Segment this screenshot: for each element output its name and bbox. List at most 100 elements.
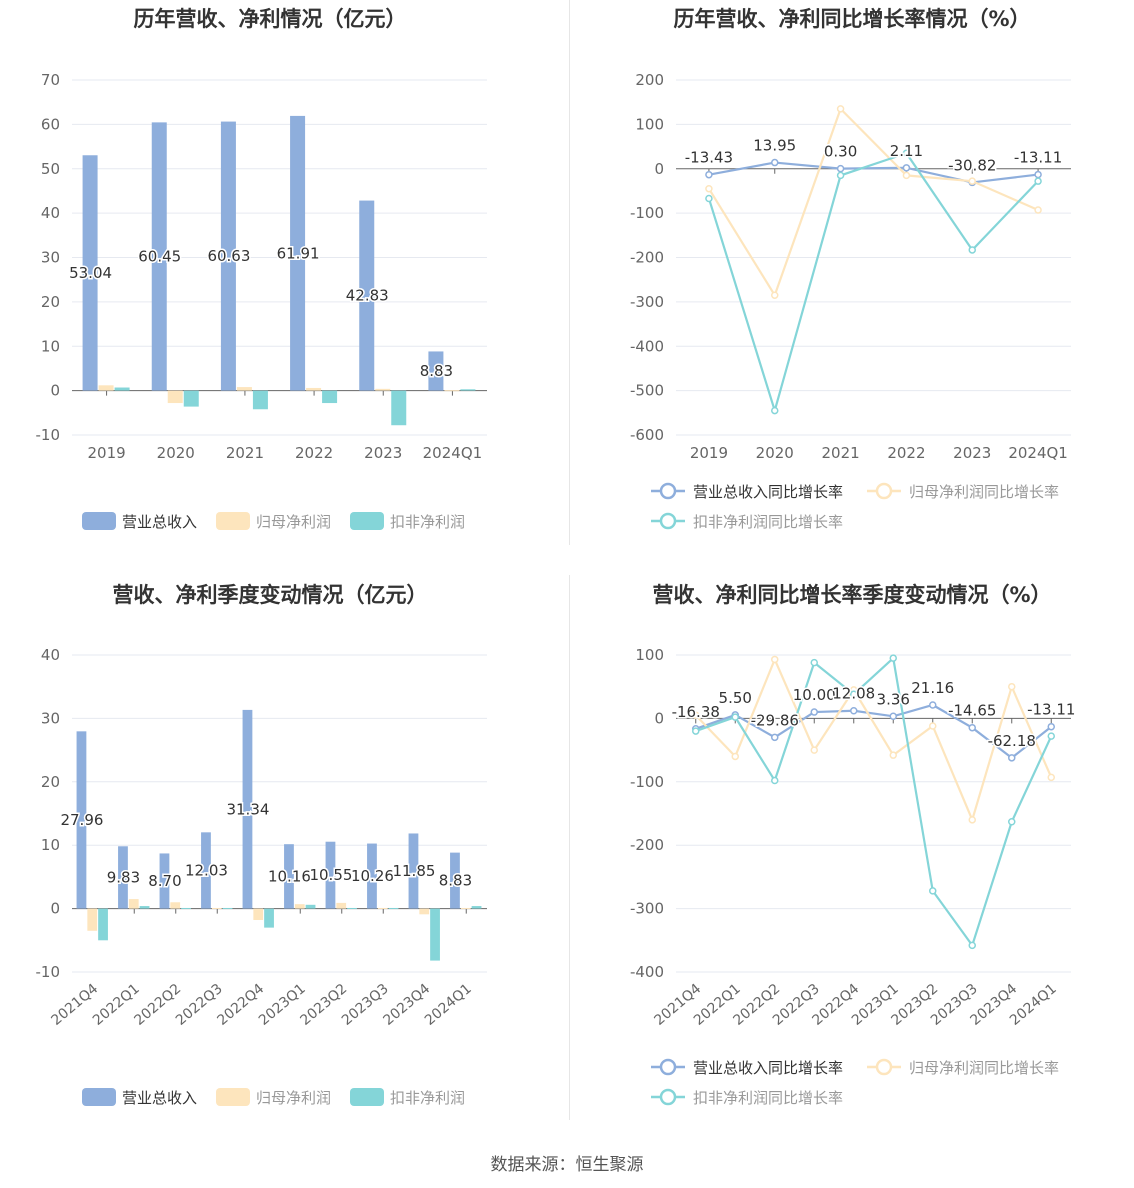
y-tick-label: -600 bbox=[630, 426, 664, 444]
legend-swatch bbox=[350, 512, 384, 530]
data-point bbox=[705, 184, 713, 193]
bar-revenue bbox=[290, 115, 306, 391]
bar-deducted-profit bbox=[264, 908, 274, 928]
data-point bbox=[692, 727, 700, 735]
data-label: 61.91 bbox=[277, 244, 320, 262]
bar-revenue bbox=[118, 846, 128, 909]
legend-swatch bbox=[350, 1088, 384, 1106]
data-point bbox=[889, 751, 897, 759]
y-tick-label: 10 bbox=[41, 836, 60, 854]
y-tick-label: -200 bbox=[630, 836, 664, 854]
data-point bbox=[889, 654, 897, 662]
bar-net-profit bbox=[87, 908, 98, 931]
data-point bbox=[929, 887, 937, 895]
bar-deducted-profit bbox=[222, 907, 233, 909]
data-label: 2.11 bbox=[890, 142, 923, 160]
data-point bbox=[929, 722, 937, 730]
series-line-1 bbox=[694, 656, 1053, 824]
bar-deducted-profit bbox=[347, 907, 357, 909]
data-point bbox=[692, 711, 700, 719]
x-tick-label: 2022 bbox=[295, 444, 333, 462]
data-label: 5.50 bbox=[719, 689, 752, 707]
data-label: 10.16 bbox=[268, 867, 311, 885]
bar-net-profit bbox=[377, 907, 388, 909]
legend-marker bbox=[659, 1088, 677, 1106]
data-label: -30.82 bbox=[948, 156, 996, 174]
quarterly-amount-panel: 营收、净利季度变动情况（亿元） -10 0 10 20 30 40 2021Q4 2022Q1 2… bbox=[0, 570, 567, 1130]
data-point bbox=[1047, 732, 1055, 740]
y-tick-label: 40 bbox=[41, 646, 60, 664]
y-tick-label: -10 bbox=[36, 426, 61, 444]
data-label: 10.26 bbox=[351, 867, 394, 885]
data-label: 3.36 bbox=[877, 690, 910, 708]
y-tick-label: 30 bbox=[41, 709, 60, 727]
data-point bbox=[771, 733, 779, 742]
data-point bbox=[1008, 754, 1016, 762]
y-tick-label: 70 bbox=[41, 71, 60, 89]
series-line-0 bbox=[708, 161, 1039, 184]
annual-amount-panel: 历年营收、净利情况（亿元） -10 0 10 20 30 40 50 60 70 2019 2020 2… bbox=[0, 0, 567, 560]
data-point bbox=[705, 194, 713, 203]
bar-deducted-profit bbox=[181, 907, 191, 909]
bar-revenue bbox=[325, 841, 336, 909]
legend-label: 扣非净利润 bbox=[390, 513, 465, 531]
legend-marker bbox=[659, 482, 677, 500]
legend-swatch bbox=[216, 1088, 250, 1106]
x-tick-label: 2023 bbox=[364, 444, 402, 462]
y-tick-label: -400 bbox=[630, 963, 664, 981]
data-label: -13.43 bbox=[685, 149, 733, 167]
data-label: -62.18 bbox=[988, 732, 1036, 750]
data-point bbox=[771, 776, 779, 785]
data-label: 42.83 bbox=[346, 287, 389, 305]
data-point bbox=[968, 177, 976, 185]
bar-net-profit bbox=[98, 385, 114, 391]
data-point bbox=[771, 406, 779, 415]
series-line-2 bbox=[695, 655, 1053, 948]
bar-revenue bbox=[82, 155, 98, 391]
data-point bbox=[850, 706, 858, 715]
legend-marker bbox=[659, 512, 677, 530]
bar-revenue bbox=[242, 709, 253, 909]
data-point bbox=[836, 164, 845, 173]
y-tick-label: -200 bbox=[630, 249, 664, 267]
bar-net-profit bbox=[170, 902, 181, 909]
bar-revenue bbox=[359, 200, 375, 391]
chart-title: 历年营收、净利情况（亿元） bbox=[134, 7, 407, 31]
bar-deducted-profit bbox=[139, 906, 150, 909]
bar-deducted-profit bbox=[183, 390, 199, 407]
y-tick-label: 200 bbox=[635, 71, 664, 89]
bar-net-profit bbox=[128, 899, 139, 909]
y-tick-label: -10 bbox=[36, 963, 61, 981]
data-label: -13.11 bbox=[1027, 701, 1075, 719]
data-label: -16.38 bbox=[672, 703, 720, 721]
bar-deducted-profit bbox=[460, 389, 476, 391]
data-label: 31.34 bbox=[226, 800, 269, 818]
vertical-divider-bottom bbox=[569, 575, 570, 1120]
bar-revenue bbox=[428, 351, 444, 391]
chart-title: 历年营收、净利同比增长率情况（%） bbox=[673, 7, 1030, 31]
chart-title: 营收、净利季度变动情况（亿元） bbox=[113, 583, 428, 607]
data-label: 8.70 bbox=[148, 872, 181, 890]
y-tick-label: 100 bbox=[635, 115, 664, 133]
bar-revenue bbox=[151, 122, 167, 391]
x-tick-label: 2024Q1 bbox=[423, 444, 483, 462]
legend-marker bbox=[659, 1058, 677, 1076]
data-label: 12.03 bbox=[185, 861, 228, 879]
data-label: -29.86 bbox=[751, 711, 799, 729]
quarterly-growth-panel: 营收、净利同比增长率季度变动情况（%） -400 -300 -200 -100 0 100 2… bbox=[571, 570, 1134, 1130]
data-point bbox=[902, 149, 911, 157]
data-label: 53.04 bbox=[69, 264, 112, 282]
legend-swatch bbox=[82, 512, 116, 530]
y-tick-label: 40 bbox=[41, 204, 60, 222]
data-point bbox=[1008, 682, 1016, 691]
bar-net-profit bbox=[306, 387, 322, 391]
legend-swatch bbox=[82, 1088, 116, 1106]
y-tick-label: -400 bbox=[630, 337, 664, 355]
data-label: 12.08 bbox=[832, 685, 875, 703]
data-point bbox=[771, 655, 779, 664]
data-label: 10.55 bbox=[309, 866, 352, 884]
data-point bbox=[902, 171, 911, 180]
vertical-divider-top bbox=[569, 0, 570, 545]
bar-revenue bbox=[367, 843, 377, 909]
legend-label: 扣非净利润同比增长率 bbox=[693, 1089, 843, 1107]
